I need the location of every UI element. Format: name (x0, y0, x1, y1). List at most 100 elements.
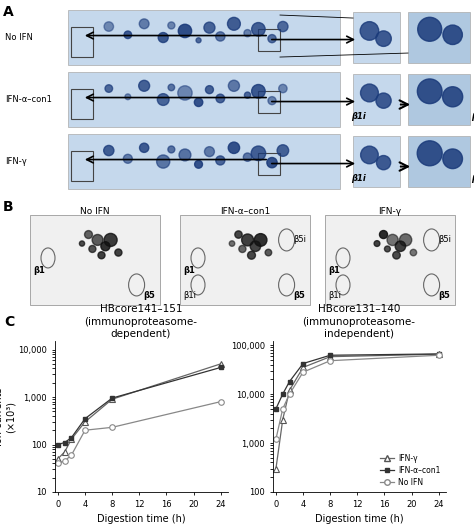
Circle shape (228, 142, 239, 153)
Circle shape (157, 94, 169, 105)
Bar (408, 136, 470, 187)
Circle shape (179, 149, 191, 161)
Circle shape (216, 156, 225, 165)
Circle shape (156, 155, 170, 168)
Circle shape (443, 87, 463, 107)
Circle shape (125, 94, 131, 99)
Circle shape (277, 145, 289, 157)
Title: HBcore141–151
(immunoproteasome-
dependent): HBcore141–151 (immunoproteasome- depende… (84, 304, 198, 339)
Circle shape (443, 25, 462, 44)
Text: β5: β5 (144, 290, 155, 299)
Text: β5i: β5i (471, 112, 474, 121)
Text: A: A (3, 5, 14, 19)
Circle shape (265, 249, 272, 256)
Circle shape (216, 32, 225, 41)
Text: β1: β1 (33, 266, 45, 275)
Circle shape (205, 86, 213, 94)
Circle shape (104, 233, 117, 247)
Circle shape (139, 19, 149, 29)
X-axis label: Digestion time (h): Digestion time (h) (97, 514, 185, 524)
Circle shape (267, 158, 277, 168)
Bar (180, 215, 310, 305)
Circle shape (124, 31, 132, 39)
Text: β5i: β5i (293, 235, 307, 244)
Circle shape (393, 251, 400, 259)
Bar (68, 10, 340, 65)
Circle shape (168, 22, 175, 29)
Circle shape (395, 241, 406, 251)
Circle shape (243, 153, 252, 161)
Circle shape (268, 97, 276, 105)
Circle shape (387, 234, 398, 245)
Circle shape (158, 33, 168, 42)
Circle shape (361, 146, 378, 164)
Circle shape (244, 30, 251, 37)
Circle shape (278, 21, 288, 32)
Text: C: C (5, 315, 15, 329)
Bar (68, 72, 340, 127)
Circle shape (178, 86, 192, 100)
Bar (353, 136, 400, 187)
Circle shape (101, 242, 110, 251)
Circle shape (80, 241, 84, 246)
X-axis label: Digestion time (h): Digestion time (h) (315, 514, 403, 524)
Text: IFN-α–con1: IFN-α–con1 (5, 95, 52, 104)
Bar (71, 27, 93, 57)
Circle shape (168, 84, 174, 90)
Circle shape (361, 84, 378, 102)
Circle shape (195, 160, 202, 168)
Circle shape (229, 241, 235, 247)
Circle shape (245, 92, 251, 98)
Circle shape (123, 154, 132, 163)
Circle shape (104, 22, 114, 31)
Circle shape (104, 145, 114, 156)
Text: β1i: β1i (328, 290, 341, 299)
Circle shape (417, 79, 442, 104)
Text: β5: β5 (438, 290, 450, 299)
Circle shape (139, 143, 149, 152)
Circle shape (139, 80, 150, 92)
Title: HBcore131–140
(immunoproteasome-
independent): HBcore131–140 (immunoproteasome- indepen… (302, 304, 416, 339)
Circle shape (251, 146, 265, 161)
Text: β1: β1 (328, 266, 340, 275)
Circle shape (279, 84, 287, 93)
Circle shape (360, 22, 379, 40)
Text: IFN-γ: IFN-γ (5, 157, 27, 166)
Circle shape (115, 249, 122, 256)
Text: B: B (3, 200, 14, 214)
Bar (71, 151, 93, 181)
Circle shape (417, 141, 442, 166)
Text: β1i: β1i (183, 290, 196, 299)
Circle shape (89, 245, 96, 252)
Text: β5: β5 (293, 290, 305, 299)
Circle shape (204, 147, 214, 157)
Bar (258, 153, 280, 175)
Circle shape (250, 241, 261, 251)
Circle shape (228, 80, 239, 92)
Circle shape (376, 31, 392, 47)
Circle shape (418, 17, 442, 41)
Circle shape (235, 231, 242, 238)
Y-axis label: Ion currents
(×10³): Ion currents (×10³) (0, 387, 15, 446)
Circle shape (252, 23, 265, 36)
Circle shape (242, 234, 254, 246)
Circle shape (376, 93, 391, 108)
Legend: IFN-γ, IFN-α–con1, No IFN: IFN-γ, IFN-α–con1, No IFN (379, 452, 442, 488)
Bar (325, 215, 455, 305)
Circle shape (384, 246, 391, 252)
Text: IFN-α–con1: IFN-α–con1 (220, 207, 270, 216)
Bar (68, 134, 340, 189)
Text: β5i: β5i (438, 235, 452, 244)
Text: β1i: β1i (351, 112, 366, 121)
Circle shape (268, 34, 276, 43)
Circle shape (374, 241, 380, 247)
Circle shape (252, 85, 265, 98)
Circle shape (380, 231, 388, 239)
Bar (353, 74, 400, 125)
Circle shape (400, 234, 412, 246)
Circle shape (168, 146, 175, 153)
Text: β1i: β1i (351, 174, 366, 183)
Text: IFN-γ: IFN-γ (378, 207, 401, 216)
Circle shape (178, 24, 191, 38)
Circle shape (204, 22, 215, 33)
